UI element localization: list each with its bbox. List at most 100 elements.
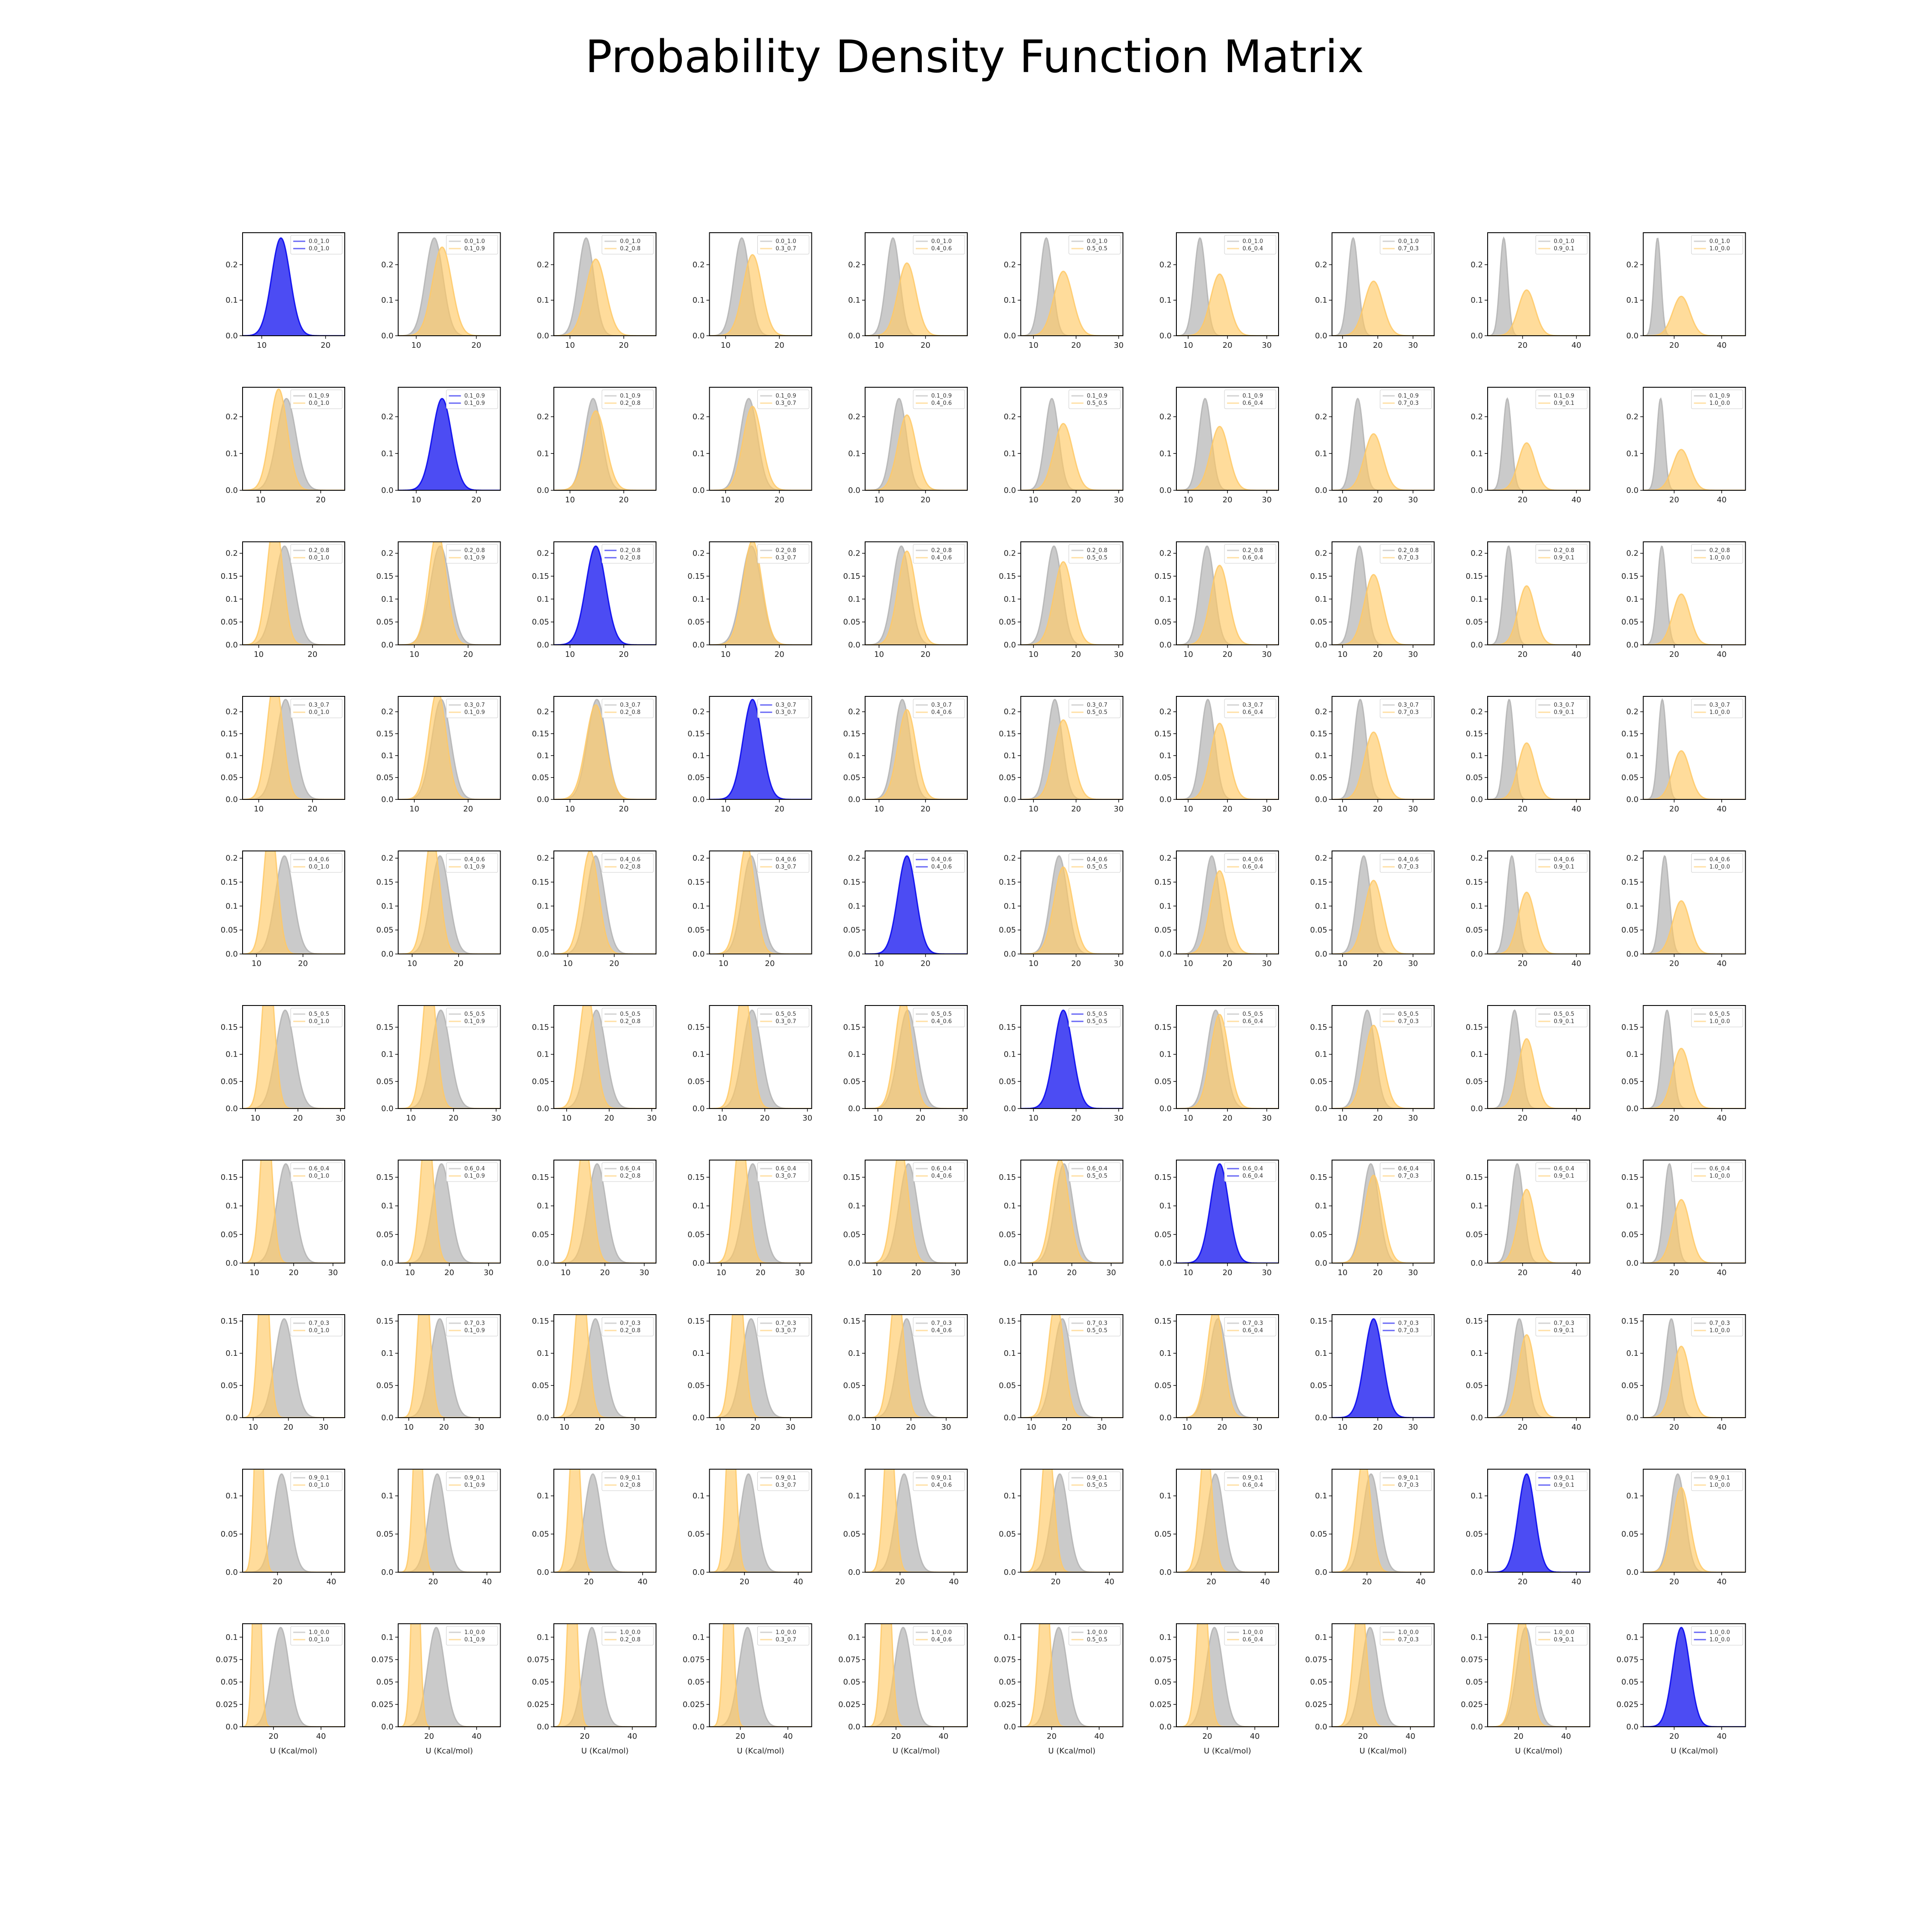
legend-entry: 0.9_0.1 <box>309 1475 329 1481</box>
legend-entry: 0.4_0.6 <box>1242 857 1263 863</box>
x-tick-label: 30 <box>1408 1114 1418 1123</box>
x-tick-label: 20 <box>1362 1577 1372 1586</box>
legend-entry: 0.4_0.6 <box>931 400 952 407</box>
legend: 0.1_0.90.2_0.8 <box>601 389 654 409</box>
panel-0.6_0.4-vs-0.7_0.3: 0.0 0.05 0.1 0.15 10 20 30 0.6_0.40.7_0.3 <box>1310 1160 1435 1277</box>
y-tick-label: 0.025 <box>683 1700 705 1709</box>
legend: 0.3_0.70.4_0.6 <box>913 699 965 718</box>
column-density-area <box>865 1160 967 1263</box>
legend-entry: 1.0_0.0 <box>1710 555 1730 561</box>
column-density-area <box>1332 1025 1434 1109</box>
x-tick-label: 30 <box>1262 1114 1272 1123</box>
legend-entry: 0.4_0.6 <box>931 246 952 252</box>
legend: 0.4_0.60.6_0.4 <box>1224 853 1276 873</box>
axes-frame <box>1643 696 1746 800</box>
axes-frame <box>709 696 812 800</box>
x-tick-label: 10 <box>1338 805 1348 814</box>
panel-1.0_0.0-vs-0.6_0.4: 0.0 0.025 0.05 0.075 0.1 20 40 U (Kcal/mol) 1.0_… <box>1149 1623 1279 1756</box>
x-tick-label: 20 <box>920 495 930 504</box>
column-density-area <box>243 1005 345 1109</box>
x-axis-label: U (Kcal/mol) <box>737 1747 784 1756</box>
row-density-area <box>398 1163 501 1263</box>
legend-entry: 0.7_0.3 <box>1554 1320 1574 1327</box>
x-tick-label: 10 <box>874 650 884 659</box>
panel-0.9_0.1-vs-0.1_0.9: 0.0 0.05 0.1 20 40 0.9_0.10.1_0.9 <box>376 1469 501 1586</box>
diagonal-density-area <box>865 856 967 954</box>
column-density-area <box>1332 732 1434 799</box>
x-tick-label: 30 <box>630 1423 640 1432</box>
row-density-area <box>1021 856 1123 954</box>
axes-frame <box>398 541 501 645</box>
axes-frame <box>865 1005 968 1109</box>
column-density-area <box>554 259 656 336</box>
x-tick-label: 40 <box>1250 1732 1260 1741</box>
x-tick-label: 20 <box>619 650 629 659</box>
legend: 0.5_0.50.2_0.8 <box>601 1008 654 1027</box>
x-tick-label: 30 <box>1114 959 1124 968</box>
legend-entry: 0.6_0.4 <box>1242 1327 1263 1334</box>
legend-entry: 0.2_0.8 <box>620 1173 641 1179</box>
y-tick-label: 0.0 <box>537 331 549 340</box>
y-tick-label: 0.05 <box>843 1381 860 1390</box>
axes-frame <box>1487 1314 1590 1418</box>
y-tick-label: 0.2 <box>537 549 549 558</box>
axes-frame <box>242 851 345 954</box>
x-tick-label: 30 <box>1114 1114 1124 1123</box>
y-tick-label: 0.0 <box>1315 1722 1327 1732</box>
y-tick-label: 0.0 <box>225 641 238 650</box>
x-tick-label: 10 <box>559 1423 569 1432</box>
x-tick-label: 40 <box>1717 1114 1727 1123</box>
axes-frame <box>398 1005 501 1109</box>
panel-0.2_0.8-vs-0.1_0.9: 0.0 0.05 0.1 0.15 0.2 10 20 0.2_0.80.1_0.9 <box>376 541 501 659</box>
y-tick-label: 0.0 <box>1470 1259 1483 1268</box>
axes-frame <box>553 387 656 491</box>
panel-0.2_0.8-vs-0.9_0.1: 0.0 0.05 0.1 0.15 0.2 20 40 0.2_0.80.9_0.1 <box>1466 541 1590 659</box>
x-tick-label: 20 <box>1518 1114 1528 1123</box>
x-tick-label: 10 <box>249 1268 259 1277</box>
panel-0.0_1.0-vs-1.0_0.0: 0.0 0.1 0.2 20 40 0.0_1.01.0_0.0 <box>1626 232 1746 350</box>
legend-entry: 0.0_1.0 <box>309 1173 329 1179</box>
y-tick-label: 0.0 <box>693 1259 705 1268</box>
column-density-area <box>554 1315 656 1418</box>
y-tick-label: 0.1 <box>848 1492 860 1501</box>
y-tick-label: 0.2 <box>848 549 860 558</box>
x-tick-label: 10 <box>1183 1268 1193 1277</box>
y-tick-label: 0.1 <box>381 1202 394 1211</box>
x-tick-label: 20 <box>1669 805 1679 814</box>
y-tick-label: 0.0 <box>381 950 394 959</box>
row-density-area <box>865 1318 967 1418</box>
y-tick-label: 0.2 <box>848 708 860 717</box>
legend-entry: 0.0_1.0 <box>1087 238 1108 245</box>
legend-entry: 0.1_0.9 <box>465 1018 485 1025</box>
column-density-line <box>1021 1624 1123 1727</box>
x-tick-label: 10 <box>1338 650 1348 659</box>
y-tick-label: 0.0 <box>537 1259 549 1268</box>
column-density-line <box>398 696 501 799</box>
legend-entry: 1.0_0.0 <box>1710 1637 1730 1643</box>
y-tick-label: 0.0 <box>1004 641 1016 650</box>
column-density-line <box>865 709 967 799</box>
y-tick-label: 0.1 <box>848 449 860 458</box>
y-tick-label: 0.15 <box>1310 878 1327 887</box>
legend-entry: 0.6_0.4 <box>931 1166 952 1172</box>
axes-frame <box>1643 1160 1746 1264</box>
y-tick-label: 0.05 <box>376 1077 393 1086</box>
y-tick-label: 0.15 <box>1466 729 1483 738</box>
y-tick-label: 0.1 <box>1004 1050 1016 1059</box>
x-tick-label: 10 <box>1338 959 1348 968</box>
x-tick-label: 20 <box>1223 1268 1233 1277</box>
axes-frame <box>242 1469 345 1573</box>
x-tick-label: 20 <box>273 1577 283 1586</box>
legend-entry: 0.3_0.7 <box>776 246 796 252</box>
y-tick-label: 0.05 <box>221 1230 238 1239</box>
axes-frame <box>1176 1469 1279 1573</box>
y-tick-label: 0.05 <box>999 1230 1016 1239</box>
y-tick-label: 0.075 <box>1616 1655 1639 1664</box>
y-tick-label: 0.1 <box>1626 1050 1639 1059</box>
diagonal-density-line <box>243 237 345 336</box>
row-density-line <box>1332 398 1434 490</box>
legend: 0.2_0.81.0_0.0 <box>1691 544 1743 564</box>
y-tick-label: 0.1 <box>848 1202 860 1211</box>
column-density-area <box>865 1469 967 1572</box>
column-density-line <box>709 406 812 490</box>
